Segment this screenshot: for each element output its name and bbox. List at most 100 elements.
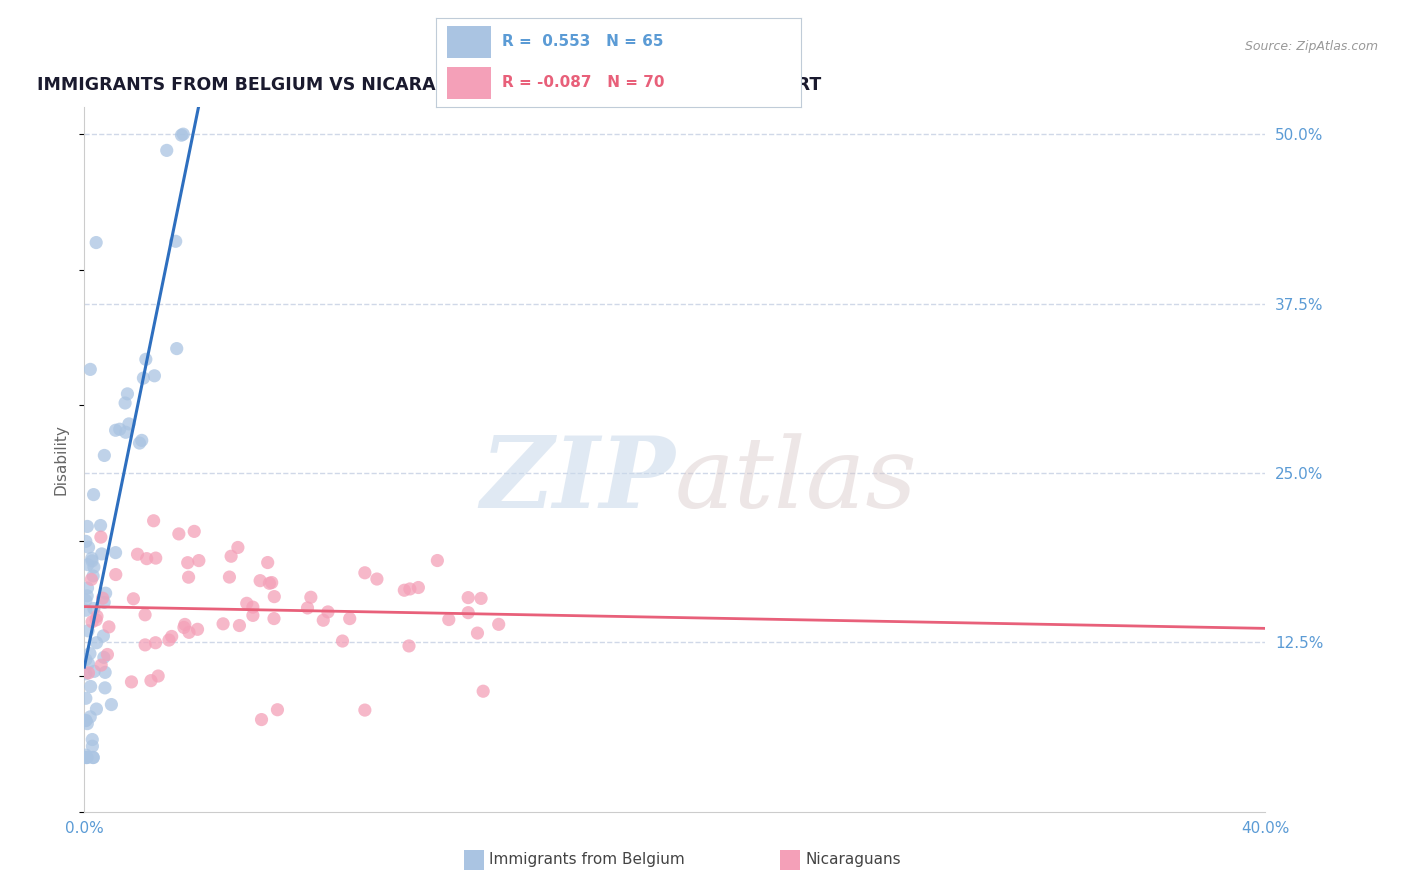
Point bbox=[394, 583, 416, 598]
Point bbox=[100, 698, 122, 712]
Point bbox=[134, 607, 156, 622]
Point bbox=[259, 576, 281, 591]
Point bbox=[457, 606, 479, 620]
Point bbox=[83, 601, 105, 615]
Point bbox=[316, 605, 339, 619]
Point bbox=[488, 617, 510, 632]
Point bbox=[75, 534, 97, 549]
Point bbox=[426, 553, 449, 567]
Point bbox=[467, 626, 489, 640]
Point bbox=[93, 629, 115, 643]
Point bbox=[76, 589, 98, 603]
Text: ZIP: ZIP bbox=[479, 433, 675, 529]
Point bbox=[408, 581, 430, 595]
Point bbox=[80, 573, 103, 587]
Point bbox=[186, 623, 208, 637]
Point bbox=[94, 681, 117, 695]
Point bbox=[77, 657, 100, 671]
Bar bbox=[447, 26, 491, 58]
Point bbox=[76, 716, 98, 731]
Point bbox=[157, 633, 180, 648]
Point bbox=[172, 127, 194, 141]
Point bbox=[236, 596, 259, 610]
Point bbox=[83, 487, 105, 501]
Point bbox=[90, 530, 112, 544]
Point bbox=[170, 128, 193, 143]
Point bbox=[173, 620, 195, 634]
Text: atlas: atlas bbox=[675, 433, 918, 528]
Point bbox=[94, 586, 117, 600]
Point bbox=[108, 422, 131, 436]
Point bbox=[104, 546, 127, 560]
Point bbox=[97, 620, 120, 634]
Point bbox=[90, 547, 112, 561]
Y-axis label: Disability: Disability bbox=[53, 424, 69, 495]
Point bbox=[297, 601, 319, 615]
Point bbox=[84, 235, 107, 250]
Point bbox=[80, 554, 103, 568]
Point bbox=[135, 352, 157, 367]
Point bbox=[75, 750, 97, 764]
Point bbox=[183, 524, 205, 539]
Point bbox=[354, 566, 377, 580]
Point bbox=[145, 551, 167, 566]
Point bbox=[250, 713, 273, 727]
Point bbox=[299, 591, 322, 605]
Point bbox=[91, 591, 114, 606]
Point bbox=[256, 556, 278, 570]
Point bbox=[84, 613, 107, 627]
Point bbox=[145, 636, 167, 650]
Point bbox=[79, 710, 101, 724]
Point bbox=[80, 551, 103, 566]
Point bbox=[104, 423, 127, 437]
Point bbox=[242, 608, 264, 623]
Point bbox=[86, 609, 108, 624]
Point bbox=[76, 750, 98, 764]
Point bbox=[132, 371, 155, 385]
Point bbox=[90, 658, 112, 673]
Point bbox=[75, 603, 97, 617]
Point bbox=[226, 541, 249, 555]
Point bbox=[90, 518, 112, 533]
Point bbox=[366, 572, 388, 586]
Point bbox=[80, 615, 103, 629]
Point bbox=[122, 591, 145, 606]
Point bbox=[114, 396, 136, 410]
Point bbox=[312, 613, 335, 627]
Point bbox=[177, 570, 200, 584]
Point bbox=[263, 590, 285, 604]
Point bbox=[79, 647, 101, 661]
Text: Source: ZipAtlas.com: Source: ZipAtlas.com bbox=[1244, 40, 1378, 54]
Point bbox=[79, 362, 101, 376]
Point bbox=[77, 665, 100, 680]
Point bbox=[75, 652, 97, 666]
Point bbox=[82, 750, 104, 764]
Point bbox=[82, 750, 104, 764]
Point bbox=[114, 425, 136, 440]
Point bbox=[160, 630, 183, 644]
Point bbox=[86, 636, 108, 650]
Point bbox=[82, 569, 104, 583]
Point bbox=[354, 703, 377, 717]
Point bbox=[472, 684, 495, 698]
Point bbox=[177, 625, 200, 640]
Point bbox=[75, 691, 97, 706]
Point bbox=[263, 611, 285, 625]
Point bbox=[118, 417, 141, 431]
Point bbox=[75, 666, 97, 681]
Point bbox=[218, 570, 240, 584]
Point bbox=[93, 650, 115, 665]
Point bbox=[128, 436, 150, 450]
Point bbox=[398, 639, 420, 653]
Point bbox=[75, 748, 97, 763]
Point bbox=[457, 591, 479, 605]
Point bbox=[121, 674, 143, 689]
Point bbox=[212, 616, 235, 631]
Point bbox=[96, 648, 118, 662]
Point bbox=[332, 634, 354, 648]
Point bbox=[266, 703, 288, 717]
Point bbox=[399, 582, 422, 596]
Point bbox=[156, 144, 179, 158]
Point bbox=[82, 739, 104, 754]
Point bbox=[148, 669, 170, 683]
